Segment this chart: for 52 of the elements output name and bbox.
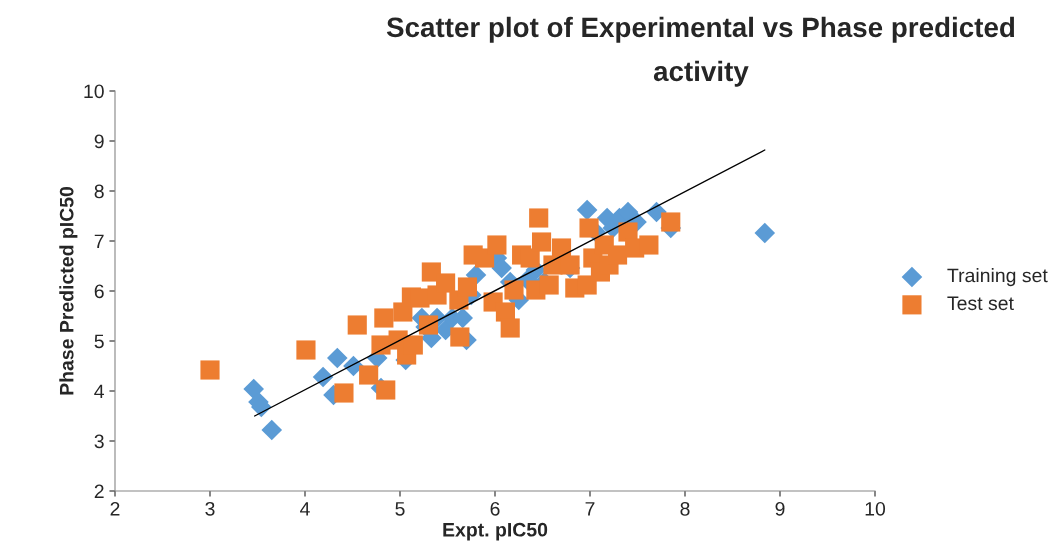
x-tick-label: 3 [205,501,215,516]
point [531,232,552,252]
point [327,347,348,369]
point [520,248,540,268]
point [261,419,283,441]
point [539,275,559,295]
point [639,235,659,255]
point [617,201,639,223]
x-tick-label: 7 [585,502,595,516]
point [243,378,264,400]
y-tick-label: 5 [94,334,104,349]
y-tick-label: 6 [94,284,104,299]
x-tick-label: 6 [490,501,500,516]
point [457,277,478,297]
x-tick-label: 9 [775,501,785,516]
point [359,365,379,385]
x-tick-label: 8 [680,501,690,516]
point [334,383,354,403]
x-tick-label: 4 [300,502,310,516]
y-axis-title: Phase Predicted pIC50 [59,186,78,395]
point [529,208,549,228]
point [504,280,524,300]
point [579,218,599,238]
y-tick-label: 4 [94,384,105,399]
point [376,380,396,400]
point [436,273,456,293]
point [374,308,394,328]
point [450,327,470,347]
point [576,199,598,221]
y-tick-label: 7 [94,234,104,249]
point [607,245,628,265]
y-tick-label: 3 [94,434,104,449]
point [487,235,507,255]
point [347,315,367,335]
point [560,255,580,275]
point [500,318,520,338]
point [491,257,512,279]
point [754,222,776,244]
point [296,340,316,360]
y-tick-label: 8 [94,184,104,199]
y-tick-label: 2 [94,484,104,499]
chart-title: Scatter plot of Experimental vs Phase predicted activity [386,16,1015,87]
point [661,212,681,232]
x-tick-label: 5 [395,502,405,516]
y-tick-label: 10 [84,84,104,99]
legend-label: Training set [947,268,1048,287]
x-axis-title: Expt. pIC50 [443,522,548,541]
x-tick-label: 2 [110,501,120,516]
point [200,360,220,380]
y-tick-label: 9 [94,134,104,149]
x-tick-label: 10 [865,501,886,516]
legend-label: Test set [947,296,1014,311]
